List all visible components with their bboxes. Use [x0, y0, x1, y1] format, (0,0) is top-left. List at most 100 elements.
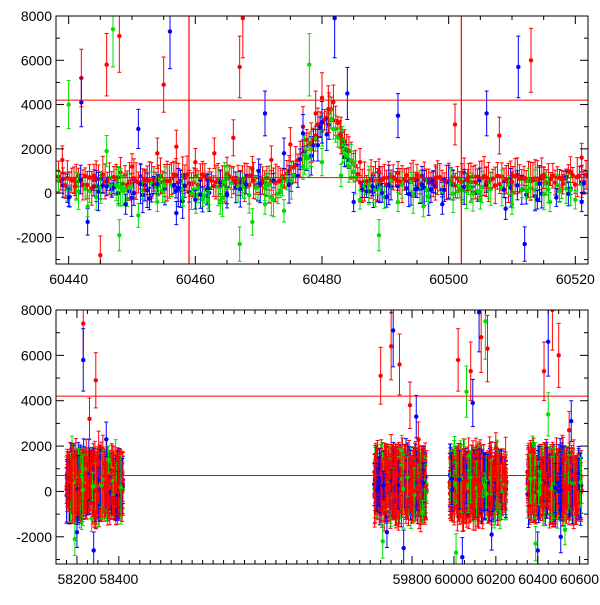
top-panel-data-point	[198, 192, 202, 196]
bottom-panel-data-point	[76, 490, 80, 494]
top-panel-data-point	[66, 195, 70, 199]
top-panel-data-point	[542, 192, 546, 196]
top-panel-data-point	[263, 202, 267, 206]
top-panel-data-point	[220, 196, 224, 200]
bottom-panel-data-point	[81, 488, 85, 492]
top-panel-data-point	[282, 151, 286, 155]
top-panel-data-point	[203, 193, 207, 197]
top-panel-data-point	[537, 181, 541, 185]
top-panel-data-point	[433, 184, 437, 188]
top-panel-y-tick-label: 8000	[21, 8, 52, 24]
top-panel-data-point	[104, 184, 108, 188]
top-panel-data-point	[554, 195, 558, 199]
top-panel-data-point	[168, 29, 172, 33]
top-panel-x-tick-label: 60520	[556, 271, 595, 287]
top-panel-data-point	[503, 206, 507, 210]
top-panel-data-point	[67, 187, 71, 191]
top-panel-data-point	[480, 185, 484, 189]
top-panel-data-point	[155, 151, 159, 155]
top-panel-data-point	[384, 195, 388, 199]
bottom-panel-data-point	[94, 488, 98, 492]
top-panel-data-point	[528, 186, 532, 190]
top-panel-data-point	[502, 188, 506, 192]
top-panel-data-point	[351, 200, 355, 204]
top-panel-data-point	[560, 182, 564, 186]
top-panel-data-point	[515, 183, 519, 187]
top-panel-data-point	[473, 180, 477, 184]
top-panel-data-point	[564, 186, 568, 190]
top-panel-data-point	[579, 156, 583, 160]
top-panel-data-point	[524, 188, 528, 192]
top-panel-data-point	[380, 191, 384, 195]
top-panel-data-point	[427, 194, 431, 198]
top-panel-data-point	[104, 63, 108, 67]
top-panel-data-point	[189, 192, 193, 196]
top-panel-data-point	[429, 188, 433, 192]
top-panel-data-point	[237, 65, 241, 69]
top-panel-data-point	[533, 187, 537, 191]
top-panel-x-tick-label: 60440	[49, 271, 88, 287]
top-panel-data-point	[313, 136, 317, 140]
top-panel-data-point	[400, 183, 404, 187]
top-panel-data-point	[136, 127, 140, 131]
bottom-panel-data-point	[102, 486, 106, 490]
top-panel-data-point	[104, 149, 108, 153]
top-panel-data-point	[326, 107, 330, 111]
top-panel-data-point	[161, 82, 165, 86]
top-panel-data-point	[212, 151, 216, 155]
top-panel-data-point	[478, 198, 482, 202]
top-panel-data-point	[129, 184, 133, 188]
top-panel-data-point	[497, 182, 501, 186]
top-panel-data-point	[278, 188, 282, 192]
bottom-panel-data-point	[70, 479, 74, 483]
top-panel-x-tick-label: 60480	[303, 271, 342, 287]
bottom-panel-data-point	[65, 470, 69, 474]
top-panel-y-tick-label: -2000	[16, 229, 52, 245]
top-panel-data-point	[123, 187, 127, 191]
top-panel-data-point	[174, 173, 178, 177]
top-panel-data-point	[339, 173, 343, 177]
top-panel-data-point	[249, 173, 253, 177]
top-panel-data-point	[336, 121, 340, 125]
top-panel-data-point	[92, 173, 96, 177]
top-panel-data-point	[269, 158, 273, 162]
top-panel-y-tick-label: 2000	[21, 141, 52, 157]
top-panel-data-point	[223, 180, 227, 184]
top-panel-data-point	[546, 187, 550, 191]
top-panel-x-tick-label: 60500	[429, 271, 468, 287]
top-panel-data-point	[465, 178, 469, 182]
top-panel-data-point	[347, 164, 351, 168]
bottom-panel-data-point	[88, 476, 92, 480]
top-panel-data-point	[568, 188, 572, 192]
top-panel-data-point	[117, 34, 121, 38]
top-panel-data-point	[301, 164, 305, 168]
top-panel-data-point	[282, 209, 286, 213]
top-panel-data-point	[83, 187, 87, 191]
top-panel-data-point	[411, 192, 415, 196]
top-panel-data-point	[555, 183, 559, 187]
top-panel-data-point	[196, 186, 200, 190]
top-panel-data-point	[378, 187, 382, 191]
top-panel-data-point	[267, 182, 271, 186]
top-panel-data-point	[79, 100, 83, 104]
top-panel-data-point	[225, 193, 229, 197]
top-panel-data-point	[85, 220, 89, 224]
top-panel-data-point	[396, 171, 400, 175]
top-panel-data-point	[332, 16, 336, 20]
top-panel-data-point	[285, 179, 289, 183]
top-panel-data-point	[241, 16, 245, 20]
top-panel-data-point	[313, 111, 317, 115]
top-panel-data-point	[535, 198, 539, 202]
top-panel-data-point	[560, 188, 564, 192]
top-panel-data-point	[360, 188, 364, 192]
bottom-panel-plot-area	[64, 270, 583, 577]
top-panel-data-point	[288, 142, 292, 146]
top-panel-data-point	[497, 133, 501, 137]
top-panel-plot-area	[56, 0, 588, 274]
top-panel-data-point	[516, 65, 520, 69]
top-panel-data-point	[212, 184, 216, 188]
top-panel-data-point	[377, 169, 381, 173]
top-panel-data-point	[76, 189, 80, 193]
